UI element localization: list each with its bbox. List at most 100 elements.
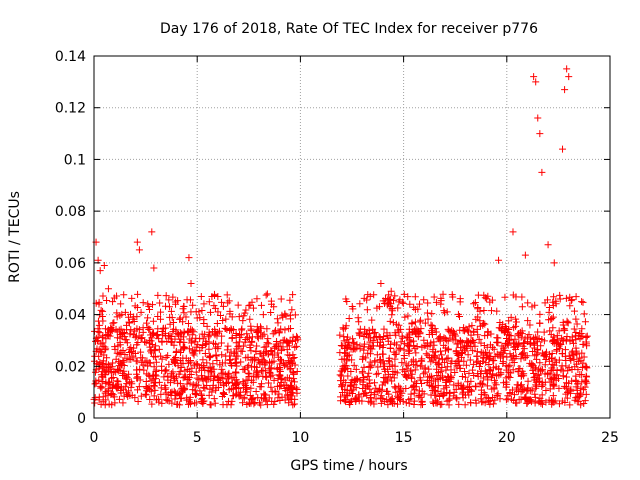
data-point (555, 384, 563, 392)
data-point (263, 373, 271, 381)
data-point (483, 369, 491, 377)
data-point (581, 397, 589, 405)
data-point (412, 349, 420, 357)
x-tick-label: 15 (395, 430, 413, 446)
data-point (550, 293, 558, 301)
data-point (194, 341, 202, 349)
data-point (338, 381, 346, 389)
data-point (578, 363, 586, 371)
data-point (364, 291, 372, 299)
data-point (270, 376, 278, 384)
data-point (273, 315, 281, 323)
data-point (149, 317, 157, 325)
data-point (526, 359, 534, 367)
data-point (97, 306, 105, 314)
data-point (130, 313, 138, 321)
data-point (358, 397, 366, 405)
data-point (362, 354, 370, 362)
data-point (374, 363, 382, 371)
data-point (547, 367, 555, 375)
data-point (283, 392, 291, 400)
data-point (111, 345, 119, 353)
data-point (97, 348, 105, 356)
data-point (180, 328, 188, 336)
data-point (200, 383, 208, 391)
data-point (549, 324, 557, 332)
data-point (476, 359, 484, 367)
data-point (524, 317, 532, 325)
data-point (94, 328, 102, 336)
data-point (155, 345, 163, 353)
data-point (253, 370, 261, 378)
data-point (366, 350, 374, 358)
data-point (538, 168, 546, 176)
data-point (148, 340, 156, 348)
data-point (529, 366, 537, 374)
data-point (559, 145, 567, 153)
data-point (512, 315, 520, 323)
data-point (475, 335, 483, 343)
data-point (175, 332, 183, 340)
data-point (277, 325, 285, 333)
data-point (223, 346, 231, 354)
data-point (211, 304, 219, 312)
y-tick-label: 0.06 (55, 256, 86, 272)
data-point (376, 334, 384, 342)
data-point (257, 332, 265, 340)
data-point (91, 394, 99, 402)
data-point (235, 392, 243, 400)
data-point (232, 345, 240, 353)
data-point (490, 376, 498, 384)
data-point (456, 336, 464, 344)
data-point (428, 310, 436, 318)
data-point (148, 400, 156, 408)
data-point (481, 294, 489, 302)
data-point (187, 370, 195, 378)
data-point (549, 392, 557, 400)
data-point (95, 300, 103, 308)
data-point (555, 327, 563, 335)
data-point (346, 389, 354, 397)
data-point (386, 317, 394, 325)
data-point (169, 372, 177, 380)
data-point (273, 338, 281, 346)
data-point (255, 357, 263, 365)
data-point (467, 386, 475, 394)
data-point (184, 319, 192, 327)
data-point (371, 379, 379, 387)
data-point (286, 296, 294, 304)
data-point (350, 377, 358, 385)
data-point (285, 399, 293, 407)
data-point (358, 368, 366, 376)
data-point (141, 390, 149, 398)
data-point (444, 346, 452, 354)
data-point (109, 374, 117, 382)
data-point (137, 348, 145, 356)
data-point (226, 352, 234, 360)
data-point (348, 356, 356, 364)
data-point (370, 391, 378, 399)
data-point (550, 259, 558, 267)
data-point (387, 287, 395, 295)
data-point (365, 369, 373, 377)
data-point (501, 293, 509, 301)
data-point (240, 395, 248, 403)
data-point (559, 372, 567, 380)
data-point (476, 307, 484, 315)
data-point (539, 366, 547, 374)
data-point (488, 296, 496, 304)
data-point (293, 368, 301, 376)
data-point (158, 399, 166, 407)
data-point (245, 372, 253, 380)
data-point (541, 361, 549, 369)
data-point (350, 344, 358, 352)
data-point (579, 298, 587, 306)
y-tick-label: 0.12 (55, 101, 86, 117)
data-point (561, 86, 569, 94)
data-point (113, 328, 121, 336)
data-point (427, 391, 435, 399)
data-point (377, 392, 385, 400)
data-point (543, 296, 551, 304)
data-point (439, 290, 447, 298)
data-point (227, 325, 235, 333)
